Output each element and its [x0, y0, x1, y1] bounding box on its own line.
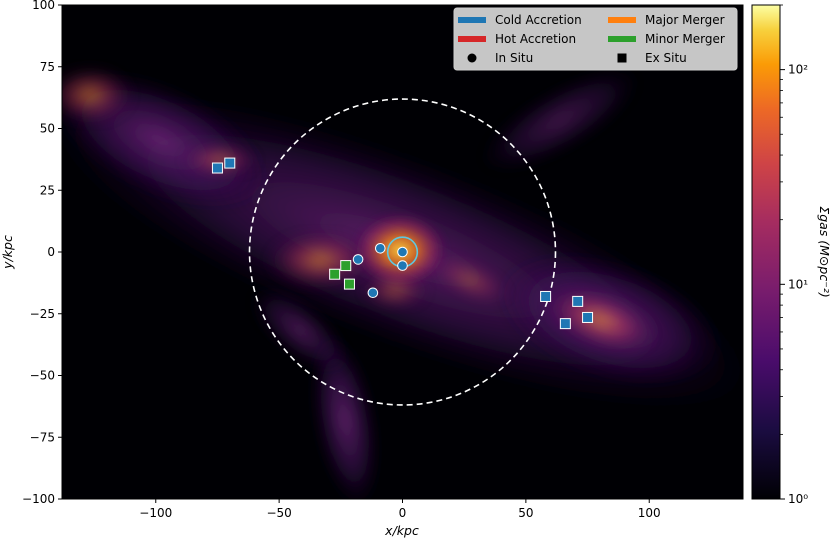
- legend-label: In Situ: [495, 51, 533, 65]
- ex-situ-marker: [340, 260, 352, 272]
- legend-swatch: [608, 36, 636, 42]
- x-tick-label: −100: [139, 506, 172, 520]
- y-tick-label: 75: [40, 60, 55, 74]
- x-tick-label: −50: [266, 506, 291, 520]
- x-tick-label: 0: [399, 506, 407, 520]
- legend-swatch: [608, 17, 636, 23]
- y-axis-ticks: −100 −75 −50 −25 0 25 50 75 100: [22, 0, 62, 506]
- in-situ-marker: [397, 260, 408, 271]
- in-situ-marker: [397, 246, 408, 258]
- legend: Cold Accretion Major Merger Hot Accretion M…: [453, 7, 738, 71]
- ex-situ-marker: [211, 162, 223, 174]
- y-tick-label: −75: [30, 430, 55, 444]
- x-axis-ticks: −100 −50 0 50 100: [139, 499, 661, 520]
- ex-situ-marker: [559, 318, 571, 330]
- legend-swatch: [458, 17, 486, 23]
- ex-situ-marker: [329, 268, 341, 280]
- y-tick-label: 0: [47, 245, 55, 259]
- legend-frame: [453, 7, 738, 71]
- y-tick-label: 50: [40, 122, 55, 136]
- y-tick-label: −100: [22, 492, 55, 506]
- colorbar-gradient: [751, 4, 781, 500]
- legend-swatch: [458, 36, 486, 42]
- ex-situ-marker: [224, 157, 236, 169]
- legend-marker-square: [617, 53, 627, 63]
- satellite-markers: [211, 157, 594, 330]
- legend-label: Major Merger: [645, 13, 725, 27]
- legend-marker-circle: [467, 53, 477, 63]
- in-situ-marker: [367, 287, 379, 299]
- ex-situ-marker: [343, 278, 355, 290]
- legend-label: Hot Accretion: [495, 32, 576, 46]
- colorbar-tick-label: 10⁰: [788, 492, 808, 506]
- y-tick-label: 25: [40, 183, 55, 197]
- y-tick-label: −50: [30, 369, 55, 383]
- virial-radius-circle: [248, 98, 557, 406]
- colorbar-tick-label: 10²: [788, 63, 808, 77]
- in-situ-marker: [374, 242, 386, 254]
- legend-label: Minor Merger: [645, 32, 725, 46]
- plot-area: [62, 5, 743, 499]
- ex-situ-marker: [582, 311, 594, 323]
- y-axis-label: y/kpc: [0, 235, 15, 270]
- legend-label: Cold Accretion: [495, 13, 582, 27]
- x-tick-label: 50: [518, 506, 533, 520]
- x-tick-label: 100: [638, 506, 661, 520]
- x-axis-label: x/kpc: [384, 523, 419, 538]
- y-tick-label: −25: [30, 307, 55, 321]
- colorbar: 10⁰ 10¹ 10² Σgas (M⊙pc⁻²): [751, 4, 830, 506]
- ex-situ-marker: [572, 295, 584, 307]
- ex-situ-marker: [540, 290, 552, 302]
- colorbar-label: Σgas (M⊙pc⁻²): [817, 206, 830, 297]
- legend-label: Ex Situ: [645, 51, 687, 65]
- y-tick-label: 100: [32, 0, 55, 12]
- colorbar-tick-label: 10¹: [788, 277, 808, 291]
- in-situ-marker: [352, 254, 364, 265]
